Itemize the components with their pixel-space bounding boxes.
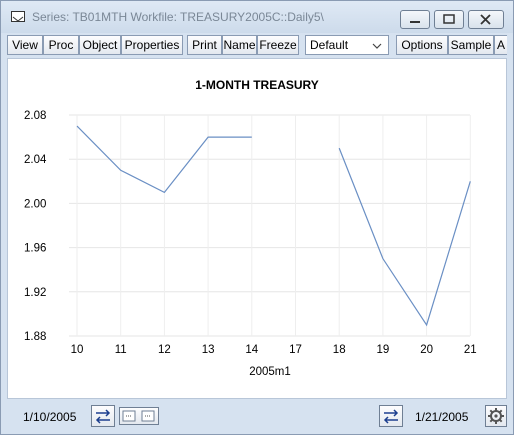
close-icon bbox=[480, 14, 491, 25]
print-button[interactable]: Print bbox=[187, 35, 222, 55]
name-button[interactable]: Name bbox=[222, 35, 257, 55]
settings-button[interactable] bbox=[485, 405, 507, 427]
end-date: 1/21/2005 bbox=[415, 410, 469, 424]
x-tick-label: 20 bbox=[420, 344, 433, 356]
start-date: 1/10/2005 bbox=[23, 410, 77, 424]
close-button[interactable] bbox=[468, 10, 504, 29]
properties-button[interactable]: Properties bbox=[121, 35, 183, 55]
x-tick-label: 10 bbox=[71, 344, 84, 356]
more-button[interactable]: A bbox=[494, 35, 507, 55]
window-title: Series: TB01MTH Workfile: TREASURY2005C:… bbox=[32, 10, 324, 24]
range-slider[interactable] bbox=[119, 407, 159, 425]
series-line bbox=[338, 147, 471, 327]
swap-arrows-icon bbox=[95, 409, 111, 424]
x-tick-label: 14 bbox=[245, 344, 258, 356]
scroll-right-button[interactable] bbox=[379, 405, 403, 427]
chart-title: 1-MONTH TREASURY bbox=[195, 78, 319, 92]
proc-button[interactable]: Proc bbox=[43, 35, 79, 55]
slider-icon bbox=[122, 410, 155, 422]
y-tick-label: 2.00 bbox=[24, 198, 46, 210]
options-button[interactable]: Options bbox=[396, 35, 448, 55]
x-tick-label: 11 bbox=[115, 344, 127, 356]
swap-arrows-icon bbox=[383, 409, 399, 424]
maximize-icon bbox=[443, 14, 455, 24]
sample-button[interactable]: Sample bbox=[448, 35, 494, 55]
line-chart: 1-MONTH TREASURY 1.88 1.92 1.96 2.00 2.04 2.08… bbox=[24, 78, 477, 378]
freeze-button[interactable]: Freeze bbox=[257, 35, 299, 55]
x-tick-label: 21 bbox=[464, 344, 477, 356]
object-button[interactable]: Object bbox=[79, 35, 121, 55]
chevron-down-icon bbox=[372, 43, 382, 49]
y-tick-label: 1.92 bbox=[24, 287, 46, 299]
view-select-value: Default bbox=[310, 38, 349, 52]
y-tick-label: 1.96 bbox=[24, 243, 46, 255]
x-axis-label: 2005m1 bbox=[249, 366, 291, 378]
maximize-button[interactable] bbox=[434, 10, 464, 29]
x-tick-label: 19 bbox=[377, 344, 390, 356]
minimize-icon bbox=[410, 21, 420, 23]
y-tick-label: 2.08 bbox=[24, 110, 46, 122]
x-tick-label: 17 bbox=[289, 344, 302, 356]
minimize-button[interactable] bbox=[400, 10, 430, 29]
title-bar[interactable]: Series: TB01MTH Workfile: TREASURY2005C:… bbox=[1, 1, 513, 33]
x-tick-label: 18 bbox=[333, 344, 346, 356]
x-tick-label: 12 bbox=[158, 344, 171, 356]
y-tick-label: 1.88 bbox=[24, 331, 46, 343]
window-icon bbox=[11, 11, 25, 22]
toolbar: View Proc Object Properties Print Name F… bbox=[7, 34, 507, 56]
y-tick-label: 2.04 bbox=[24, 154, 47, 166]
scroll-left-button[interactable] bbox=[91, 405, 115, 427]
view-button[interactable]: View bbox=[7, 35, 43, 55]
view-select[interactable]: Default bbox=[305, 35, 389, 55]
series-line bbox=[76, 125, 252, 194]
status-bar: 1/10/2005 1/21/2005 bbox=[7, 403, 507, 429]
graph-area: 1-MONTH TREASURY 1.88 1.92 1.96 2.00 2.04 2.08… bbox=[7, 58, 507, 399]
gear-icon bbox=[488, 408, 504, 424]
x-tick-label: 13 bbox=[202, 344, 215, 356]
